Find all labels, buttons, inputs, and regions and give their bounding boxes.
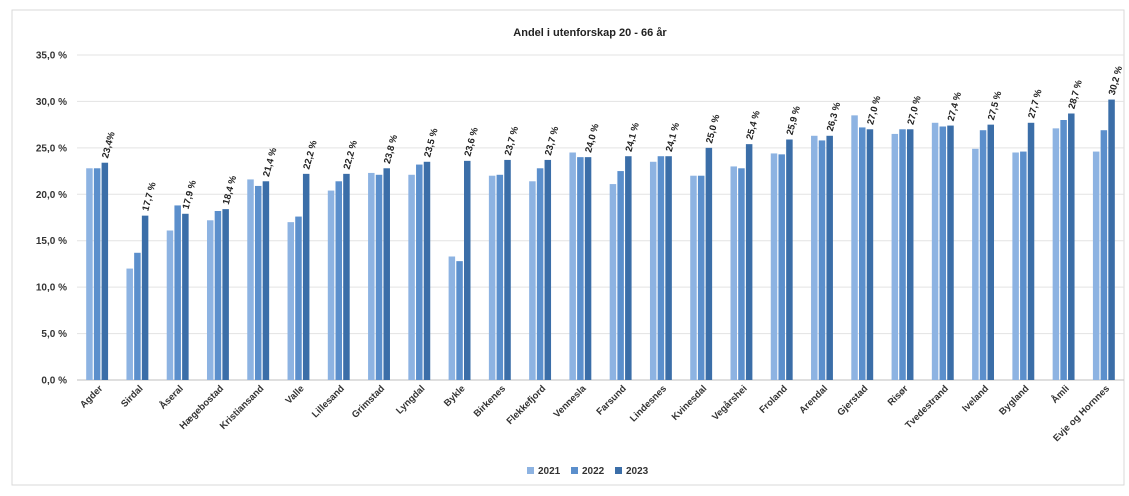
bar xyxy=(166,230,174,380)
plot-border xyxy=(11,9,1125,486)
bar xyxy=(1060,120,1067,380)
bar xyxy=(770,153,778,380)
y-tick-label: 30,0 % xyxy=(36,97,67,108)
bar xyxy=(1068,113,1075,380)
legend: 2021 2022 2023 xyxy=(527,466,649,477)
bar xyxy=(899,129,906,380)
bar xyxy=(254,185,262,380)
y-tick-label: 0,0 % xyxy=(41,376,67,387)
bar xyxy=(247,179,254,380)
y-tick-label: 20,0 % xyxy=(36,190,67,201)
bar xyxy=(617,171,624,380)
bar xyxy=(448,256,456,380)
bar xyxy=(1027,122,1035,381)
chart-title: Andel i utenforskap 20 - 66 år xyxy=(513,27,667,39)
bar xyxy=(536,168,544,380)
bar xyxy=(851,115,858,380)
bar xyxy=(1108,99,1115,381)
bar xyxy=(383,168,390,380)
y-tick-label: 10,0 % xyxy=(36,283,67,294)
bar xyxy=(416,164,423,380)
y-tick-label: 15,0 % xyxy=(36,236,67,247)
bar xyxy=(697,175,705,380)
y-tick-label: 5,0 % xyxy=(41,329,67,340)
y-axis-ticks: 0,0 % 5,0 % 10,0 % 15,0 % 20,0 % 25,0 % 30,0 %… xyxy=(36,51,67,387)
legend-swatch xyxy=(527,467,534,474)
bar xyxy=(93,168,101,380)
bar xyxy=(295,216,302,380)
bar xyxy=(690,175,697,380)
bar xyxy=(665,156,672,380)
legend-label: 2022 xyxy=(582,466,605,477)
bar xyxy=(979,130,987,380)
bar xyxy=(488,175,496,380)
bar xyxy=(262,181,270,380)
bar xyxy=(327,190,335,380)
bar xyxy=(86,168,93,380)
bar xyxy=(496,174,504,380)
bar xyxy=(972,148,979,380)
bar xyxy=(657,156,665,380)
bar xyxy=(730,166,737,380)
bar xyxy=(1100,130,1108,380)
bar xyxy=(544,159,552,380)
bar xyxy=(745,144,753,380)
bar xyxy=(206,220,214,380)
bar xyxy=(818,140,826,380)
bar xyxy=(375,174,383,380)
bar xyxy=(778,154,785,380)
bar xyxy=(939,126,947,380)
bar xyxy=(866,129,874,380)
bar xyxy=(408,174,415,380)
bar xyxy=(368,172,375,380)
bar xyxy=(141,215,149,380)
bar xyxy=(529,181,536,380)
bar xyxy=(456,261,463,380)
bar xyxy=(569,152,576,380)
bar xyxy=(906,129,914,380)
bar xyxy=(931,122,939,381)
bar xyxy=(705,147,713,380)
bar xyxy=(811,135,818,380)
bar xyxy=(826,135,833,380)
legend-label: 2021 xyxy=(538,466,561,477)
bar xyxy=(609,184,617,380)
bar xyxy=(343,173,350,380)
bar xyxy=(464,160,471,380)
bar xyxy=(287,222,295,380)
bar xyxy=(738,168,745,380)
legend-swatch xyxy=(571,467,578,474)
legend-label: 2023 xyxy=(626,466,649,477)
bar xyxy=(126,268,133,380)
bar xyxy=(504,159,511,380)
legend-swatch xyxy=(615,467,622,474)
bar xyxy=(1012,152,1019,380)
bar xyxy=(302,173,310,380)
bar xyxy=(101,162,109,380)
bar xyxy=(134,252,141,380)
bar xyxy=(214,211,222,380)
bar xyxy=(182,213,189,380)
bar xyxy=(859,127,866,380)
bar xyxy=(174,205,181,380)
bar xyxy=(1020,151,1027,380)
bar xyxy=(987,124,995,381)
bars-layer xyxy=(86,99,1115,381)
bar xyxy=(577,157,584,380)
bar xyxy=(423,161,431,380)
bar xyxy=(1092,151,1100,380)
bar xyxy=(335,181,342,380)
y-tick-label: 35,0 % xyxy=(36,51,67,62)
bar xyxy=(584,157,592,380)
bar xyxy=(786,139,793,380)
bar xyxy=(891,133,899,380)
bar xyxy=(222,209,229,380)
y-tick-label: 25,0 % xyxy=(36,143,67,154)
bar xyxy=(649,161,657,380)
bar xyxy=(625,156,632,380)
bar xyxy=(1052,128,1060,380)
bar xyxy=(947,125,954,380)
